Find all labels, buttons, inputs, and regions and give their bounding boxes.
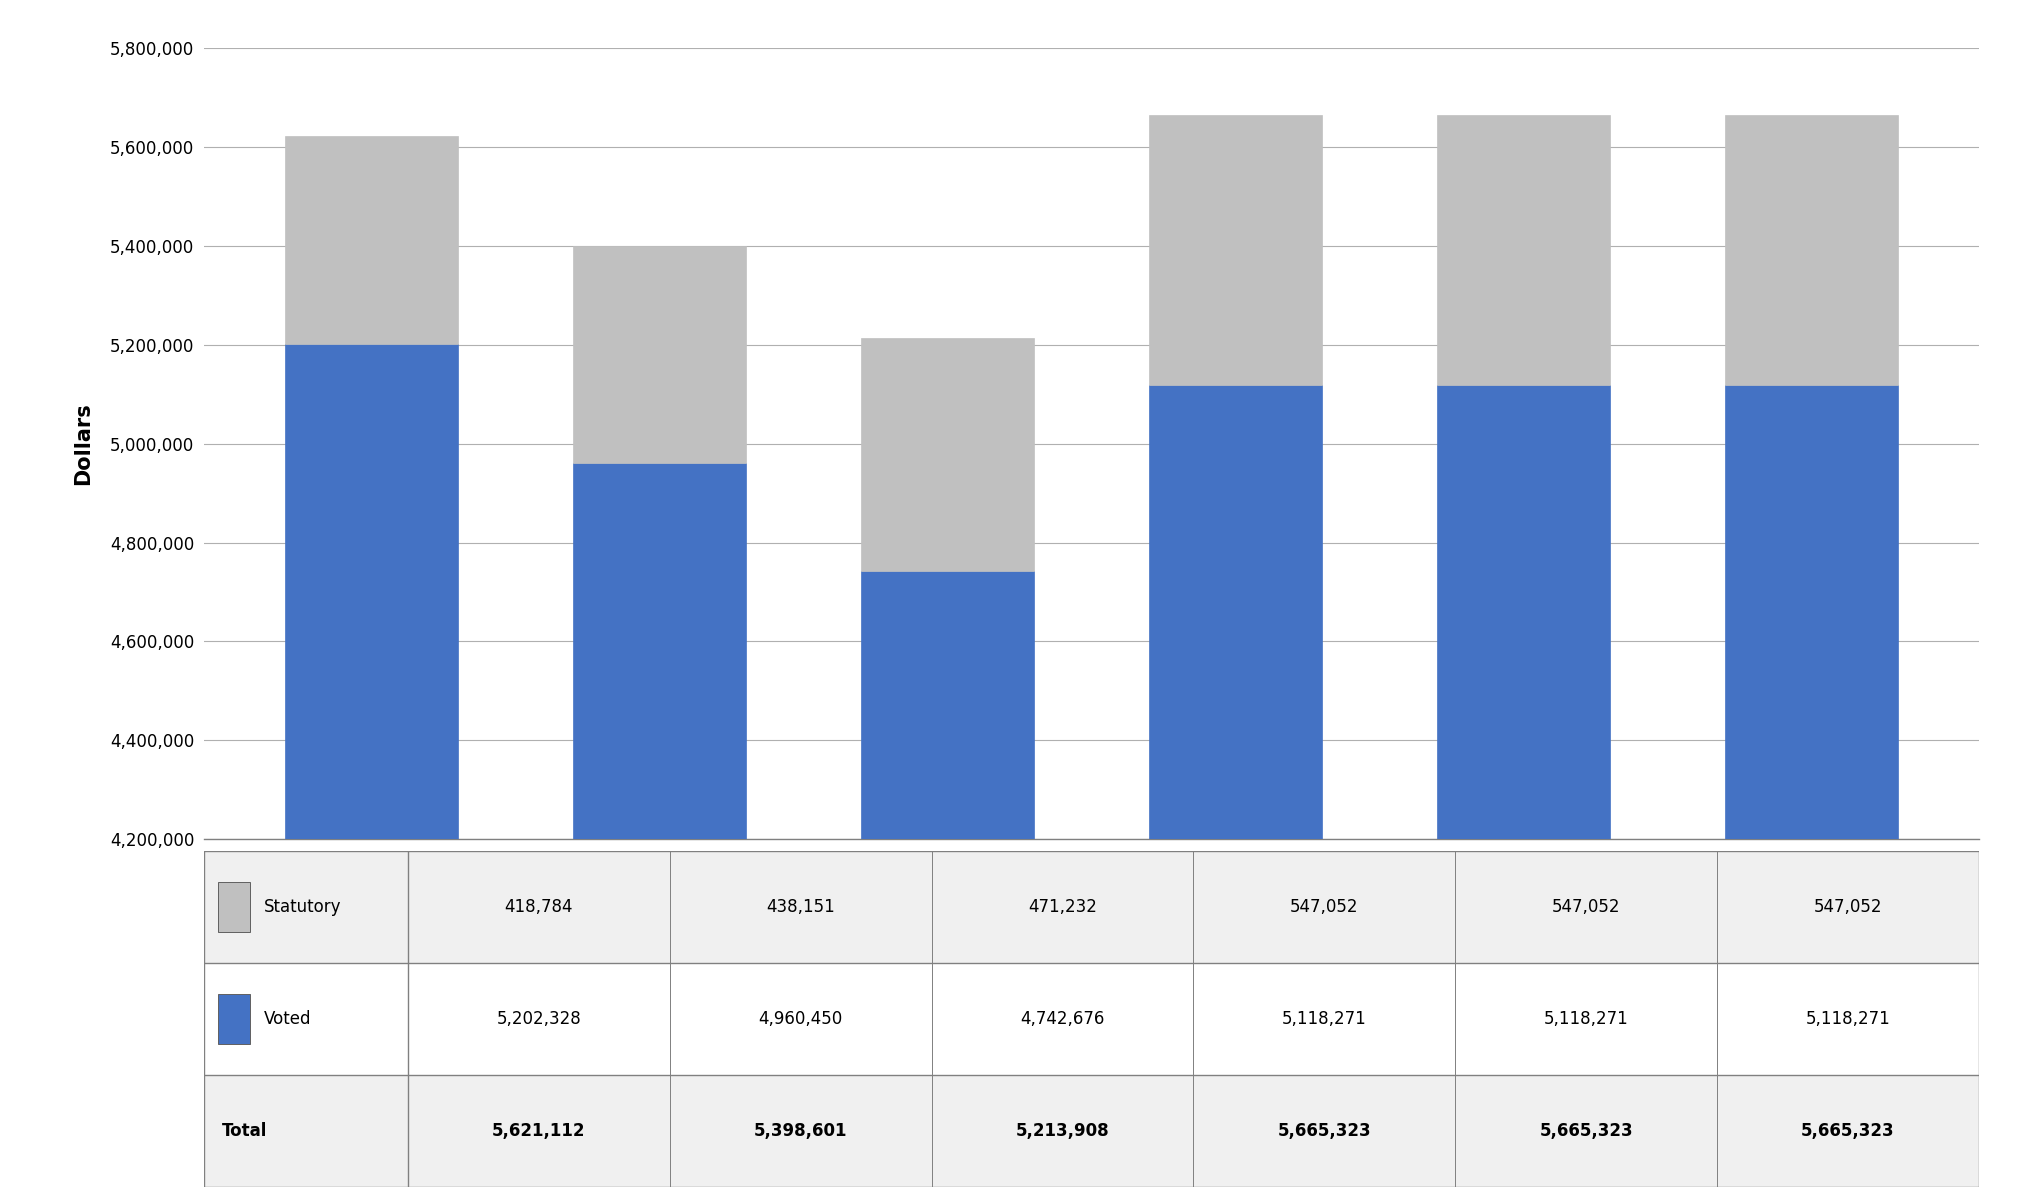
Text: 5,665,323: 5,665,323 <box>1276 1122 1370 1140</box>
Text: 5,202,328: 5,202,328 <box>495 1010 581 1029</box>
Bar <box>1435 115 1609 385</box>
Text: Total: Total <box>222 1122 267 1140</box>
Text: 5,665,323: 5,665,323 <box>1800 1122 1894 1140</box>
Text: Voted: Voted <box>265 1010 312 1029</box>
Text: 547,052: 547,052 <box>1552 898 1619 916</box>
Bar <box>573 463 746 1199</box>
Y-axis label: Dollars: Dollars <box>73 402 94 486</box>
Bar <box>860 571 1034 1199</box>
Bar <box>1435 385 1609 1199</box>
Bar <box>218 994 251 1044</box>
Bar <box>204 963 1978 1076</box>
Text: 5,398,601: 5,398,601 <box>754 1122 846 1140</box>
Text: 418,784: 418,784 <box>504 898 573 916</box>
Text: 5,118,271: 5,118,271 <box>1280 1010 1366 1029</box>
Text: 5,118,271: 5,118,271 <box>1805 1010 1890 1029</box>
Text: 438,151: 438,151 <box>767 898 834 916</box>
Text: 547,052: 547,052 <box>1289 898 1358 916</box>
Text: 4,742,676: 4,742,676 <box>1020 1010 1105 1029</box>
Bar <box>1148 385 1321 1199</box>
Bar <box>285 344 457 1199</box>
Bar <box>1725 385 1896 1199</box>
Text: 4,960,450: 4,960,450 <box>759 1010 842 1029</box>
Text: 5,213,908: 5,213,908 <box>1015 1122 1109 1140</box>
Bar <box>860 338 1034 571</box>
Text: 5,118,271: 5,118,271 <box>1544 1010 1627 1029</box>
Bar <box>285 137 457 344</box>
Text: 5,621,112: 5,621,112 <box>491 1122 585 1140</box>
Text: Statutory: Statutory <box>265 898 343 916</box>
Bar <box>204 851 1978 963</box>
Text: 471,232: 471,232 <box>1028 898 1097 916</box>
Bar <box>1148 115 1321 385</box>
Text: 547,052: 547,052 <box>1813 898 1882 916</box>
Bar <box>218 882 251 933</box>
Bar <box>1725 115 1896 385</box>
Bar <box>573 247 746 463</box>
Bar <box>204 1076 1978 1187</box>
Text: 5,665,323: 5,665,323 <box>1539 1122 1631 1140</box>
